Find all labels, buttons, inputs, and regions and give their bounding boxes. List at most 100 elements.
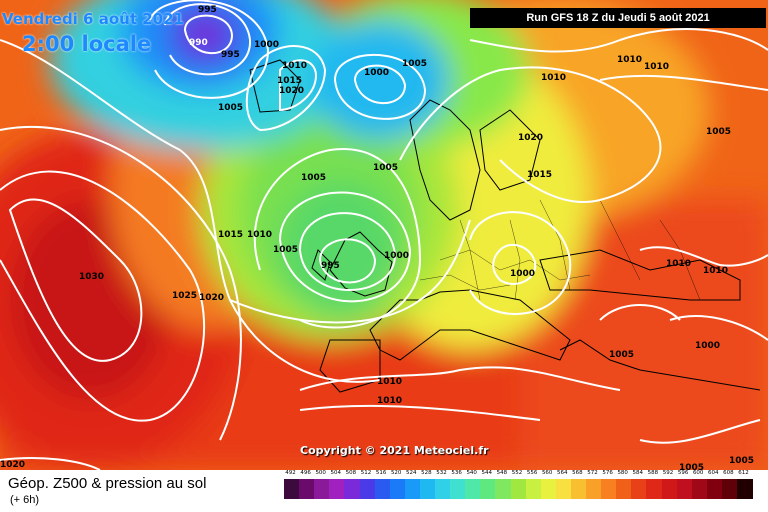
scale-swatch xyxy=(480,479,496,499)
scale-swatch xyxy=(616,479,632,499)
isobar-label: 1005 xyxy=(301,173,326,183)
low-center-label: 995 xyxy=(321,261,340,271)
isobar-label: 1015 xyxy=(527,170,552,180)
scale-label: 608 xyxy=(723,470,734,476)
isobar-label: 1005 xyxy=(609,350,634,360)
scale-label: 548 xyxy=(496,470,508,476)
scale-swatch xyxy=(540,479,557,499)
isobar-label: 1000 xyxy=(695,341,720,351)
scale-label: 556 xyxy=(526,470,538,476)
scale-swatch xyxy=(435,479,451,499)
scale-label: 560 xyxy=(541,470,553,476)
isobar-label: 1010 xyxy=(644,62,669,72)
scale-label: 508 xyxy=(345,470,357,476)
isobar-labels: 995 990 995 1000 1010 1015 1020 1005 100… xyxy=(0,5,754,470)
isobar-label: 995 xyxy=(221,50,240,60)
isobar-label: 1010 xyxy=(247,230,272,240)
scale-swatch xyxy=(706,479,723,499)
isobar-label: 1020 xyxy=(0,460,25,470)
isobar-label: 1005 xyxy=(402,59,427,69)
isobar-label: 1010 xyxy=(541,73,566,83)
scale-swatch xyxy=(314,479,330,499)
geopotential-color-field xyxy=(0,0,768,470)
scale-label: 528 xyxy=(421,470,432,476)
scale-label: 584 xyxy=(632,470,644,476)
isobar-label: 1005 xyxy=(373,163,398,173)
scale-label: 516 xyxy=(375,470,387,476)
scale-swatch xyxy=(359,479,376,499)
scale-swatch xyxy=(676,479,693,499)
scale-label: 532 xyxy=(436,470,447,476)
scale-swatch xyxy=(389,479,406,499)
scale-label: 596 xyxy=(677,470,689,476)
low-center-label: 1000 xyxy=(364,68,389,78)
scale-label: 600 xyxy=(692,470,704,476)
scale-swatch xyxy=(601,479,617,499)
scale-label: 504 xyxy=(330,470,342,476)
scale-swatch xyxy=(344,479,360,499)
scale-label: 576 xyxy=(602,470,613,476)
isobar-label: 1005 xyxy=(218,103,243,113)
map-legend-footer: Géop. Z500 & pression au sol (+ 6h) 492 4… xyxy=(0,470,768,512)
scale-label: 492 xyxy=(285,470,296,476)
scale-swatch xyxy=(450,479,466,499)
isobar-label: 1020 xyxy=(518,133,543,143)
isobar-label: 995 xyxy=(198,5,217,15)
isobar-label: 1010 xyxy=(377,377,402,387)
forecast-lead-time: (+ 6h) xyxy=(10,494,40,506)
scale-swatch xyxy=(374,479,391,499)
scale-label: 580 xyxy=(617,470,628,476)
weather-map: 995 990 995 1000 1010 1015 1020 1005 100… xyxy=(0,0,768,470)
scale-swatch xyxy=(721,479,738,499)
isobar-label: 1010 xyxy=(666,259,691,269)
scale-label: 612 xyxy=(738,470,749,476)
isobar-label: 1000 xyxy=(254,40,279,50)
scale-label: 544 xyxy=(481,470,493,476)
scale-swatch xyxy=(737,479,753,499)
isobar-label: 1025 xyxy=(172,291,197,301)
scale-label: 536 xyxy=(451,470,462,476)
scale-swatch xyxy=(404,479,421,499)
isobar-label: 1005 xyxy=(679,463,704,470)
scale-label: 520 xyxy=(390,470,402,476)
valid-time: 2:00 locale xyxy=(22,32,152,56)
scale-label: 568 xyxy=(572,470,583,476)
isobar-label: 1015 xyxy=(218,230,243,240)
valid-date: Vendredi 6 août 2021 xyxy=(2,10,184,28)
isobar-label: 1020 xyxy=(279,86,304,96)
scale-swatch xyxy=(555,479,572,499)
isobars xyxy=(0,0,768,470)
isobar-label: 1010 xyxy=(703,266,728,276)
scale-swatch xyxy=(510,479,527,499)
isobar-label: 1020 xyxy=(199,293,224,303)
scale-label: 552 xyxy=(511,470,523,476)
scale-swatch xyxy=(661,479,678,499)
scale-swatch xyxy=(646,479,662,499)
copyright-notice: Copyright © 2021 Meteociel.fr xyxy=(300,444,489,457)
isobar-label: 1015 xyxy=(277,76,302,86)
scale-swatch xyxy=(691,479,708,499)
model-run-info: Run GFS 18 Z du Jeudi 5 août 2021 xyxy=(470,8,766,28)
isobar-label: 1005 xyxy=(706,127,731,137)
scale-label: 604 xyxy=(708,470,719,476)
scale-label: 512 xyxy=(360,470,372,476)
scale-label: 588 xyxy=(647,470,659,476)
isobar-label: 1010 xyxy=(282,61,307,71)
scale-label: 540 xyxy=(466,470,477,476)
legend-title: Géop. Z500 & pression au sol xyxy=(8,475,207,492)
scale-label: 524 xyxy=(406,470,417,476)
scale-label: 564 xyxy=(557,470,568,476)
high-center-label: 1030 xyxy=(79,272,104,282)
isobar-label: 1010 xyxy=(617,55,642,65)
scale-swatch xyxy=(299,479,315,499)
low-center-label: 990 xyxy=(189,38,208,48)
isobar-label: 1000 xyxy=(510,269,535,279)
isobar-label: 1000 xyxy=(384,251,409,261)
scale-label: 592 xyxy=(662,470,674,476)
scale-label: 496 xyxy=(300,470,311,476)
isobar-label: 1005 xyxy=(273,245,298,255)
scale-label: 572 xyxy=(587,470,598,476)
isobar-label: 1005 xyxy=(729,456,754,466)
scale-swatch xyxy=(465,479,481,499)
